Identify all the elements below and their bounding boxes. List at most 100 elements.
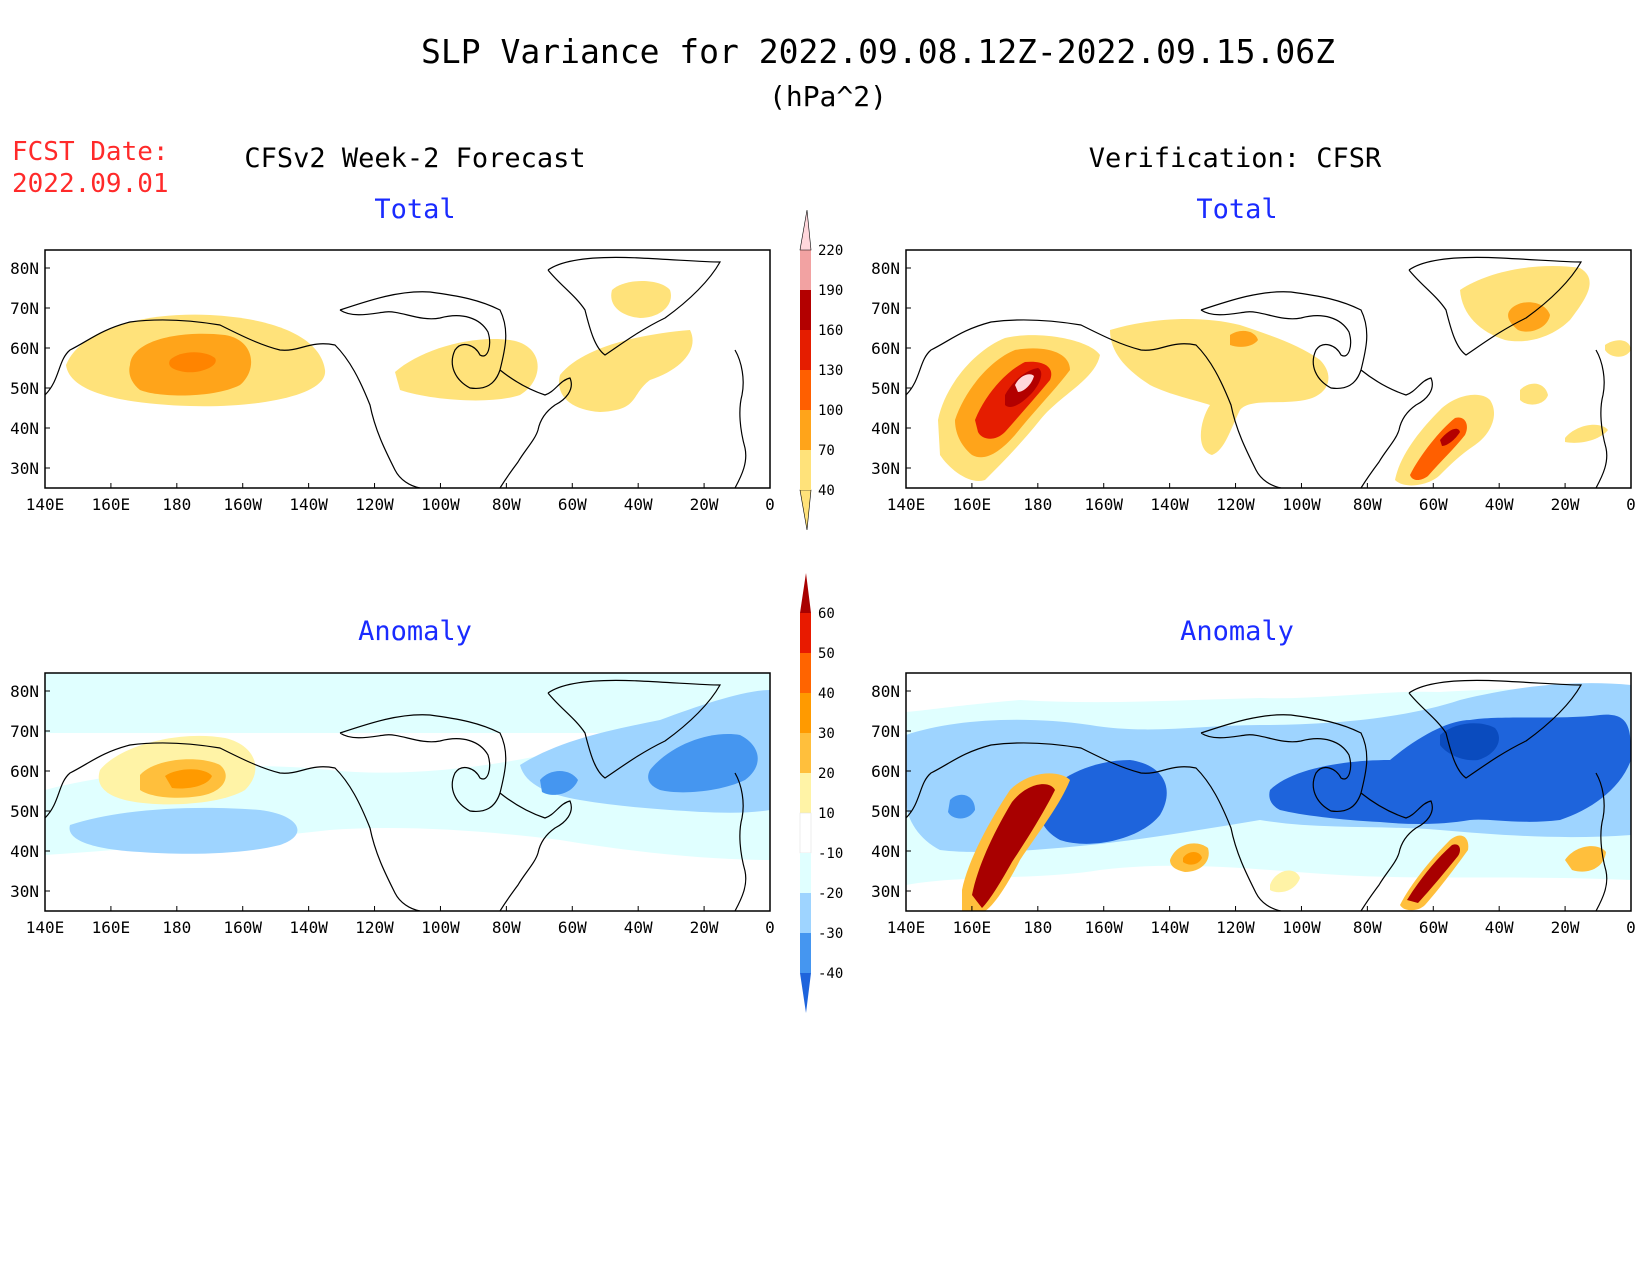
lat-tick-label: 60N — [871, 339, 900, 358]
lon-tick-label: 140W — [289, 918, 328, 937]
colorbar-anomaly-bin — [800, 853, 811, 893]
colorbar-anomaly-label: 50 — [818, 646, 835, 662]
variance-region-labrador — [559, 330, 693, 412]
map-forecast-anomaly — [44, 672, 771, 912]
colorbar-total-label: 160 — [818, 323, 843, 339]
right-column-title: Verification: CFSR — [1089, 143, 1382, 174]
anomaly-positive-north-atlantic-core — [1407, 844, 1460, 903]
colorbar-total-bin — [800, 450, 811, 490]
colorbar-total-min-arrow — [799, 489, 812, 531]
lat-tick-label: 60N — [871, 762, 900, 781]
anomaly-near-zero-south — [906, 865, 1631, 911]
anomaly-negative-pacific-band — [69, 807, 298, 854]
lon-tick-label: 20W — [690, 918, 719, 937]
anomaly-positive-northwest-pacific-core — [972, 784, 1055, 908]
panel-verification-anomaly-title: Anomaly — [1180, 616, 1294, 647]
lat-tick-label: 30N — [871, 459, 900, 478]
lon-tick-label: 140W — [1150, 918, 1189, 937]
lon-tick-label: 120W — [355, 495, 394, 514]
lon-tick-label: 140W — [1150, 495, 1189, 514]
colorbar-anomaly-bin — [800, 613, 811, 653]
variance-region-midatlantic — [1520, 383, 1548, 405]
lat-tick-label: 50N — [871, 802, 900, 821]
variance-region-northwest-pacific-max — [1015, 374, 1034, 392]
map-frame — [905, 672, 1632, 912]
colorbar-anomaly-label: -30 — [818, 926, 843, 942]
lon-tick-label: 140W — [289, 495, 328, 514]
lon-tick-label: 20W — [1551, 918, 1580, 937]
lon-tick-label: 80W — [1353, 918, 1382, 937]
lon-tick-label: 140E — [887, 918, 926, 937]
colorbar-total-label: 190 — [818, 283, 843, 299]
lat-tick-label: 80N — [10, 682, 39, 701]
colorbar-anomaly-label: -10 — [818, 846, 843, 862]
lon-tick-label: 140E — [26, 918, 65, 937]
anomaly-positive-west-us — [1270, 870, 1300, 893]
map-frame — [44, 249, 771, 489]
colorbar-total-label: 40 — [818, 483, 835, 499]
lat-tick-label: 70N — [10, 722, 39, 741]
lon-tick-label: 20W — [690, 495, 719, 514]
lat-tick-label: 40N — [871, 419, 900, 438]
map-forecast-total — [44, 249, 771, 489]
lon-tick-label: 60W — [558, 918, 587, 937]
lat-tick-label: 80N — [871, 259, 900, 278]
map-verification-anomaly — [905, 672, 1632, 912]
lon-tick-label: 80W — [1353, 495, 1382, 514]
map-frame — [44, 672, 771, 912]
colorbar-total-bin — [800, 250, 811, 290]
lon-tick-label: 80W — [492, 918, 521, 937]
figure-title: SLP Variance for 2022.09.08.12Z-2022.09.… — [421, 32, 1335, 71]
coastline — [906, 256, 1608, 488]
anomaly-strong-negative-labrador — [540, 771, 578, 795]
panel-verification-total-title: Total — [1196, 194, 1277, 225]
lon-tick-label: 0 — [765, 495, 775, 514]
map-frame — [905, 249, 1632, 489]
colorbar-total-max-arrow — [799, 209, 812, 251]
figure-units: (hPa^2) — [769, 80, 887, 113]
map-verification-total — [905, 249, 1632, 489]
anomaly-near-zero-north — [906, 673, 1631, 712]
anomaly-strong-negative-pacific — [1039, 760, 1167, 844]
lon-tick-label: 160E — [953, 918, 992, 937]
lon-tick-label: 160E — [92, 918, 131, 937]
anomaly-negative-west-pacific — [948, 794, 975, 819]
lat-tick-label: 50N — [871, 379, 900, 398]
variance-region-hudson — [395, 339, 538, 401]
lon-tick-label: 40W — [1485, 495, 1514, 514]
lon-tick-label: 120W — [355, 918, 394, 937]
anomaly-positive-bering-peak — [165, 769, 212, 789]
colorbar-total-label: 220 — [818, 243, 843, 259]
colorbar-anomaly-label: -40 — [818, 966, 843, 982]
colorbar-total: 40 70 100 130 160 190 220 — [799, 209, 843, 531]
map-axis-labels: 140E 160E 180 160W 140W 120W 100W 80W 60W 40W 20W 0… — [10, 259, 1636, 937]
lat-tick-label: 80N — [871, 682, 900, 701]
lon-tick-label: 0 — [1626, 495, 1636, 514]
lon-tick-label: 40W — [624, 495, 653, 514]
colorbar-anomaly-bin — [799, 812, 812, 854]
lon-tick-label: 160W — [1084, 918, 1123, 937]
lon-tick-label: 60W — [558, 495, 587, 514]
colorbar-total-label: 100 — [818, 403, 843, 419]
lon-tick-label: 140E — [26, 495, 65, 514]
lon-tick-label: 20W — [1551, 495, 1580, 514]
lat-tick-label: 40N — [871, 842, 900, 861]
anomaly-strong-negative-atlantic — [648, 734, 758, 793]
anomaly-strong-negative-greenland — [1440, 723, 1499, 761]
variance-region-greenland-core — [1508, 302, 1550, 332]
colorbar-anomaly-label: 30 — [818, 726, 835, 742]
lon-tick-label: 160W — [223, 918, 262, 937]
colorbar-total-bin — [800, 290, 811, 330]
fcst-date-value: 2022.09.01 — [12, 169, 169, 199]
lon-tick-label: 100W — [1282, 495, 1321, 514]
lon-tick-label: 100W — [421, 495, 460, 514]
anomaly-positive-east-atlantic — [1565, 846, 1606, 872]
left-column-title: CFSv2 Week-2 Forecast — [244, 143, 585, 174]
colorbar-anomaly-min-arrow — [800, 973, 811, 1013]
colorbar-anomaly-label: 10 — [818, 806, 835, 822]
lon-tick-label: 120W — [1216, 495, 1255, 514]
fcst-date-label: FCST Date: — [12, 137, 169, 167]
colorbar-anomaly-bin — [800, 693, 811, 733]
lon-tick-label: 120W — [1216, 918, 1255, 937]
lon-tick-label: 180 — [1023, 918, 1052, 937]
